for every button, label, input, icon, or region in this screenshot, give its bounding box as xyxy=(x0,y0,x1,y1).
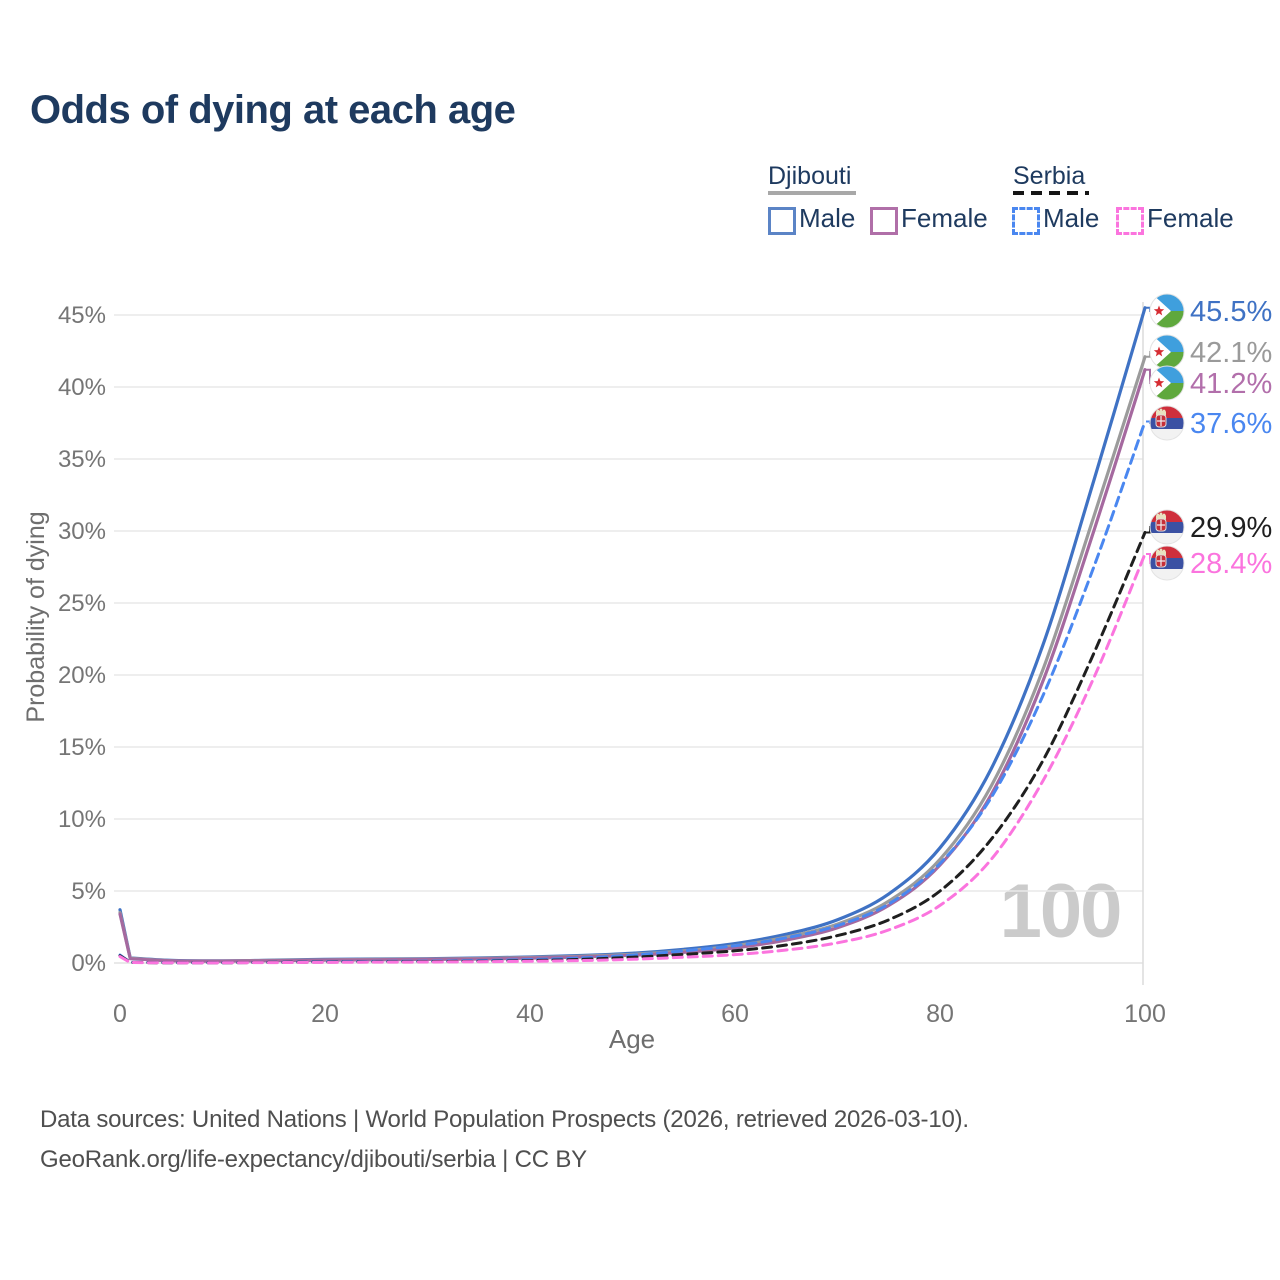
serbia-dashed-line-key xyxy=(1013,191,1089,195)
svg-text:30%: 30% xyxy=(58,518,106,545)
svg-text:0: 0 xyxy=(113,1000,127,1028)
svg-text:100: 100 xyxy=(1124,1000,1166,1028)
data-sources-text: Data sources: United Nations | World Pop… xyxy=(40,1106,969,1133)
svg-text:5%: 5% xyxy=(71,878,106,905)
svg-text:60: 60 xyxy=(721,1000,749,1028)
svg-text:0%: 0% xyxy=(71,950,106,977)
end-label-serbia-both: 29.9% xyxy=(1190,512,1272,544)
axis-labels: 0% 5% 10% 15% 20% 25% 30% 35% 40% 45% 0 20 40 60 80 100 xyxy=(58,302,1166,1028)
legend-label-serbia-male: Male xyxy=(1043,203,1100,233)
svg-text:45%: 45% xyxy=(58,302,106,329)
series-end-labels: 45.5% 42.1%41.2% 37.6% 29.9% 28.4% xyxy=(1146,293,1272,581)
end-label-serbia-female: 28.4% xyxy=(1190,548,1272,580)
legend-group-serbia: Serbia xyxy=(1013,162,1086,190)
svg-text:10%: 10% xyxy=(58,806,106,833)
age-cursor-watermark: 100 xyxy=(999,869,1123,954)
legend-label-serbia-female: Female xyxy=(1147,203,1234,233)
legend-label-djibouti-male: Male xyxy=(799,203,856,233)
attribution-text: GeoRank.org/life-expectancy/djibouti/ser… xyxy=(40,1146,587,1173)
svg-text:35%: 35% xyxy=(58,446,106,473)
chart-title: Odds of dying at each age xyxy=(30,88,516,132)
svg-text:20: 20 xyxy=(311,1000,339,1028)
serbia-female-swatch-icon xyxy=(1116,207,1144,235)
gridlines xyxy=(114,302,1144,985)
djibouti-solid-line-key xyxy=(768,191,856,195)
serbia-male-swatch-icon xyxy=(1012,207,1040,235)
end-label-djibouti-male: 45.5% xyxy=(1190,296,1272,328)
svg-text:20%: 20% xyxy=(58,662,106,689)
svg-text:15%: 15% xyxy=(58,734,106,761)
svg-text:40: 40 xyxy=(516,1000,544,1028)
svg-text:40%: 40% xyxy=(58,374,106,401)
end-label-djibouti-female: 41.2% xyxy=(1190,368,1272,400)
svg-text:25%: 25% xyxy=(58,590,106,617)
legend-label-djibouti-female: Female xyxy=(901,203,988,233)
y-axis-title: Probability of dying xyxy=(22,511,50,722)
svg-text:80: 80 xyxy=(926,1000,954,1028)
djibouti-male-swatch-icon xyxy=(768,207,796,235)
djibouti-female-swatch-icon xyxy=(870,207,898,235)
series-lines xyxy=(118,306,1147,965)
end-label-djibouti-both: 42.1% xyxy=(1190,337,1272,369)
x-axis-title: Age xyxy=(609,1024,655,1054)
end-label-serbia-male: 37.6% xyxy=(1190,408,1272,440)
legend-group-djibouti: Djibouti xyxy=(768,162,852,190)
